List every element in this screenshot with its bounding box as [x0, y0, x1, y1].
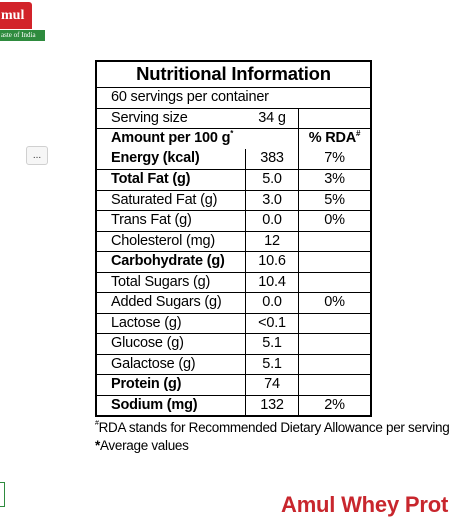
nutrient-value: <0.1: [246, 313, 299, 333]
nutrient-rda: 0%: [324, 212, 345, 228]
logo-brand-text: mul: [0, 2, 32, 29]
nutrient-rda: [299, 252, 370, 272]
average-footnote: *Average values: [95, 438, 189, 453]
nutrient-row: Lactose (g) <0.1: [97, 312, 370, 334]
serving-size-value: 34 g: [246, 108, 299, 128]
nutrient-name: Galactose (g): [97, 354, 246, 374]
nutrient-name: Energy (kcal): [97, 148, 246, 169]
header-row: Amount per 100 g* % RDA#: [97, 128, 370, 149]
nutrient-rda: 5%: [324, 191, 345, 208]
amul-logo: mul aste of India: [0, 0, 45, 42]
nutrient-rda: 0%: [324, 294, 345, 310]
rda-header: % RDA#: [308, 129, 361, 147]
nutrient-value: 10.6: [246, 252, 299, 272]
nutrient-row: Saturated Fat (g) 3.0 5%: [97, 189, 370, 210]
nutrient-value: 12: [246, 231, 299, 251]
nutrient-value: 5.0: [246, 170, 299, 190]
footnotes: #RDA stands for Recommended Dietary Allo…: [95, 419, 450, 455]
nutrition-table: Nutritional Information 60 servings per …: [95, 60, 372, 417]
nutrient-rda: [299, 355, 370, 375]
nutrient-name: Glucose (g): [97, 334, 246, 354]
nutrient-row: Trans Fat (g) 0.0 0%: [97, 210, 370, 231]
amount-header: Amount per 100 g*: [97, 129, 299, 149]
more-options-button[interactable]: ...: [26, 146, 48, 165]
nutrient-rda: [299, 334, 370, 354]
nutrient-value: 5.1: [246, 334, 299, 354]
nutrient-rda: [299, 314, 370, 334]
servings-row: 60 servings per container: [97, 87, 370, 108]
nutrient-value: 5.1: [246, 354, 299, 374]
nutrient-value: 74: [246, 375, 299, 395]
serving-size-label: Serving size: [111, 109, 188, 126]
nutrient-rda: 2%: [324, 396, 345, 413]
serving-size-empty: [299, 109, 370, 129]
nutrient-row: Protein (g) 74: [97, 374, 370, 395]
nutrient-row: Total Sugars (g) 10.4: [97, 271, 370, 293]
nutrient-value: 10.4: [246, 272, 299, 292]
nutrient-row: Sodium (mg) 132 2%: [97, 394, 370, 415]
servings-per-container: 60 servings per container: [111, 89, 269, 105]
nutrient-name: Total Sugars (g): [97, 272, 246, 292]
nutrient-value: 3.0: [246, 190, 299, 210]
nutrient-name: Saturated Fat (g): [97, 190, 246, 210]
nutrient-value: 383: [246, 148, 299, 169]
nutrient-name: Added Sugars (g): [97, 293, 246, 313]
nutrient-name: Lactose (g): [97, 313, 246, 333]
nutrient-rda: [299, 273, 370, 293]
side-thumbnail-edge[interactable]: [0, 482, 5, 507]
nutrient-value: 0.0: [246, 211, 299, 231]
nutrient-name: Cholesterol (mg): [97, 231, 246, 251]
nutrient-name: Protein (g): [97, 375, 246, 395]
nutrient-row: Glucose (g) 5.1: [97, 333, 370, 354]
nutrient-rda: 3%: [324, 171, 345, 187]
nutrient-value: 132: [246, 395, 299, 415]
nutrient-name: Trans Fat (g): [97, 211, 246, 231]
nutrient-name: Carbohydrate (g): [97, 252, 246, 272]
nutrient-row: Galactose (g) 5.1: [97, 353, 370, 375]
nutrient-row: Total Fat (g) 5.0 3%: [97, 169, 370, 190]
product-name-heading: Amul Whey Prot: [281, 492, 449, 517]
nutrient-rda: [299, 232, 370, 252]
nutrient-row: Added Sugars (g) 0.0 0%: [97, 292, 370, 313]
nutrient-row: Carbohydrate (g) 10.6: [97, 251, 370, 272]
table-title: Nutritional Information: [136, 63, 331, 84]
logo-tagline: aste of India: [0, 30, 45, 41]
nutrient-row: Energy (kcal) 383 7%: [97, 148, 370, 169]
nutrient-name: Sodium (mg): [97, 395, 246, 415]
nutrient-row: Cholesterol (mg) 12: [97, 230, 370, 252]
nutrient-rda: [299, 375, 370, 395]
nutrient-rda: 7%: [324, 149, 345, 166]
serving-size-row: Serving size 34 g: [97, 107, 370, 129]
nutrient-value: 0.0: [246, 293, 299, 313]
nutrient-name: Total Fat (g): [97, 170, 246, 190]
rda-footnote: #RDA stands for Recommended Dietary Allo…: [95, 420, 450, 435]
